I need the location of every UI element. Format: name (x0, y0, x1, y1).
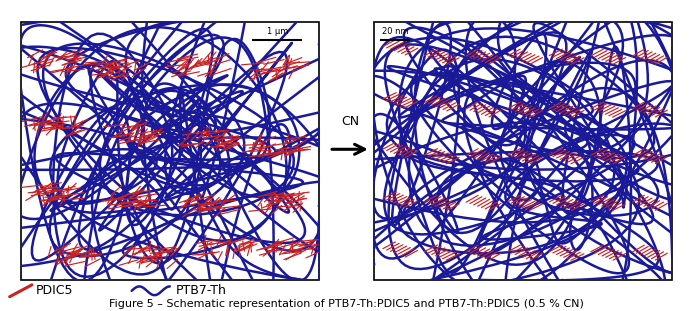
Text: 20 nm: 20 nm (382, 27, 408, 36)
Text: Figure 5 – Schematic representation of PTB7-Th:PDIC5 and PTB7-Th:PDIC5 (0.5 % CN: Figure 5 – Schematic representation of P… (109, 299, 584, 309)
Bar (374, 22, 672, 280)
Bar (21, 22, 319, 280)
Text: CN: CN (341, 114, 359, 128)
Text: 1 μm: 1 μm (267, 27, 288, 36)
Text: PTB7-Th: PTB7-Th (175, 284, 226, 297)
Text: PDIC5: PDIC5 (36, 284, 73, 297)
